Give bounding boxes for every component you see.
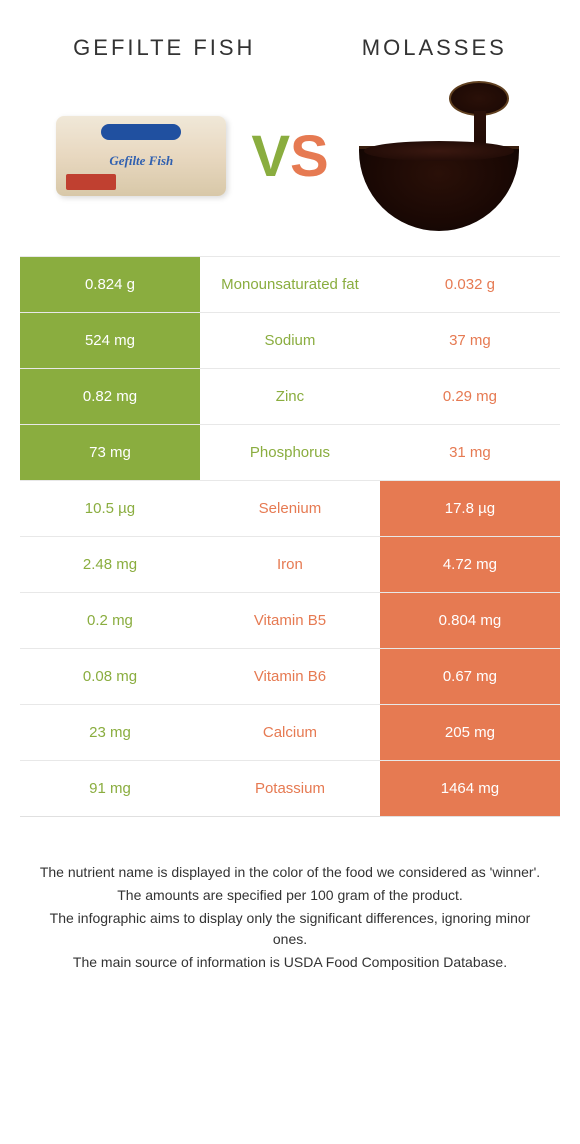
left-food-image: Gefilte Fish (41, 81, 241, 231)
nutrient-table: 0.824 gMonounsaturated fat0.032 g524 mgS… (20, 256, 560, 817)
left-value: 524 mg (20, 313, 200, 368)
right-value: 0.032 g (380, 257, 560, 312)
footer-line-2: The amounts are specified per 100 gram o… (35, 885, 545, 906)
nutrient-label: Sodium (200, 313, 380, 368)
left-food-title: Gefilte fish (73, 35, 255, 61)
vs-letter-s: S (290, 124, 329, 189)
table-row: 0.824 gMonounsaturated fat0.032 g (20, 256, 560, 312)
right-food-title: Molasses (362, 35, 507, 61)
left-value: 2.48 mg (20, 537, 200, 592)
nutrient-label: Vitamin B5 (200, 593, 380, 648)
footer-line-1: The nutrient name is displayed in the co… (35, 862, 545, 883)
footer-line-4: The main source of information is USDA F… (35, 952, 545, 973)
left-value: 91 mg (20, 761, 200, 816)
left-value: 0.08 mg (20, 649, 200, 704)
right-value: 17.8 µg (380, 481, 560, 536)
table-row: 23 mgCalcium205 mg (20, 704, 560, 760)
right-value: 0.29 mg (380, 369, 560, 424)
nutrient-label: Zinc (200, 369, 380, 424)
left-value: 0.824 g (20, 257, 200, 312)
left-value: 10.5 µg (20, 481, 200, 536)
right-value: 4.72 mg (380, 537, 560, 592)
table-row: 91 mgPotassium1464 mg (20, 760, 560, 816)
left-value: 0.2 mg (20, 593, 200, 648)
footer-notes: The nutrient name is displayed in the co… (0, 817, 580, 995)
molasses-bowl-icon (349, 81, 529, 231)
table-row: 2.48 mgIron4.72 mg (20, 536, 560, 592)
table-row: 73 mgPhosphorus31 mg (20, 424, 560, 480)
header: Gefilte fish Molasses (0, 0, 580, 81)
fish-package-icon: Gefilte Fish (56, 116, 226, 196)
right-value: 31 mg (380, 425, 560, 480)
right-value: 1464 mg (380, 761, 560, 816)
left-value: 0.82 mg (20, 369, 200, 424)
nutrient-label: Vitamin B6 (200, 649, 380, 704)
vs-badge: VS (251, 123, 328, 190)
left-value: 73 mg (20, 425, 200, 480)
table-row: 10.5 µgSelenium17.8 µg (20, 480, 560, 536)
nutrient-label: Phosphorus (200, 425, 380, 480)
fish-tag-icon (66, 174, 116, 190)
nutrient-label: Selenium (200, 481, 380, 536)
vs-letter-v: V (251, 124, 290, 189)
right-food-image (339, 81, 539, 231)
nutrient-label: Iron (200, 537, 380, 592)
table-row: 524 mgSodium37 mg (20, 312, 560, 368)
footer-line-3: The infographic aims to display only the… (35, 908, 545, 950)
table-row: 0.08 mgVitamin B60.67 mg (20, 648, 560, 704)
right-value: 0.804 mg (380, 593, 560, 648)
left-value: 23 mg (20, 705, 200, 760)
right-value: 0.67 mg (380, 649, 560, 704)
bowl-icon (359, 146, 519, 231)
images-row: Gefilte Fish VS (0, 81, 580, 256)
fish-package-label: Gefilte Fish (109, 153, 173, 169)
table-row: 0.82 mgZinc0.29 mg (20, 368, 560, 424)
nutrient-label: Calcium (200, 705, 380, 760)
nutrient-label: Potassium (200, 761, 380, 816)
nutrient-label: Monounsaturated fat (200, 257, 380, 312)
right-value: 205 mg (380, 705, 560, 760)
table-row: 0.2 mgVitamin B50.804 mg (20, 592, 560, 648)
right-value: 37 mg (380, 313, 560, 368)
